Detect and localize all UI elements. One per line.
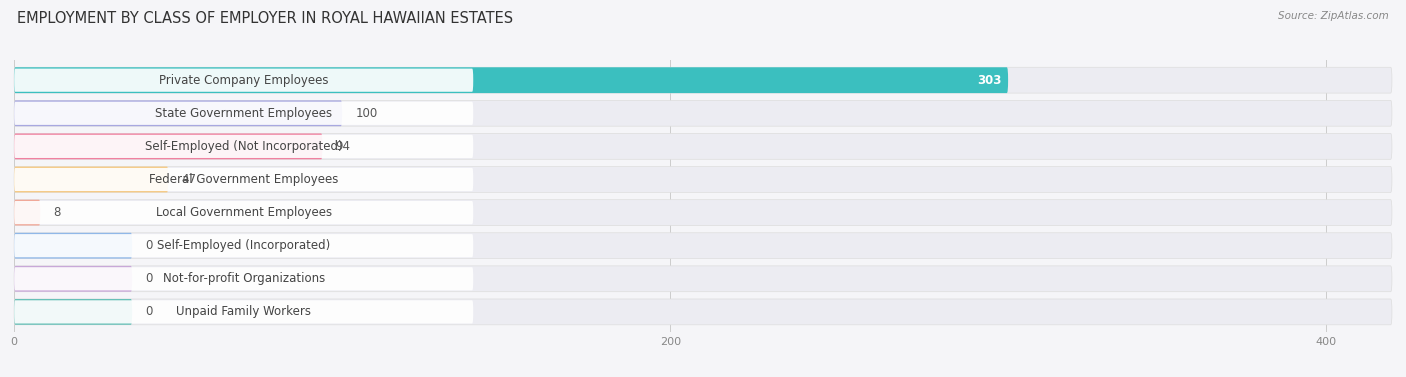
Text: EMPLOYMENT BY CLASS OF EMPLOYER IN ROYAL HAWAIIAN ESTATES: EMPLOYMENT BY CLASS OF EMPLOYER IN ROYAL… [17, 11, 513, 26]
FancyBboxPatch shape [14, 167, 169, 192]
FancyBboxPatch shape [14, 67, 1392, 93]
FancyBboxPatch shape [14, 102, 474, 125]
FancyBboxPatch shape [14, 267, 474, 290]
FancyBboxPatch shape [14, 133, 322, 159]
Text: Source: ZipAtlas.com: Source: ZipAtlas.com [1278, 11, 1389, 21]
FancyBboxPatch shape [14, 100, 342, 126]
Text: 100: 100 [356, 107, 377, 120]
Text: 0: 0 [145, 305, 153, 319]
FancyBboxPatch shape [14, 200, 41, 225]
FancyBboxPatch shape [14, 233, 132, 259]
Text: Unpaid Family Workers: Unpaid Family Workers [176, 305, 311, 319]
Text: Private Company Employees: Private Company Employees [159, 74, 329, 87]
FancyBboxPatch shape [14, 200, 1392, 225]
FancyBboxPatch shape [14, 133, 1392, 159]
FancyBboxPatch shape [14, 266, 132, 292]
Text: Local Government Employees: Local Government Employees [156, 206, 332, 219]
Text: Federal Government Employees: Federal Government Employees [149, 173, 339, 186]
FancyBboxPatch shape [14, 266, 1392, 292]
Text: Not-for-profit Organizations: Not-for-profit Organizations [163, 272, 325, 285]
FancyBboxPatch shape [14, 299, 132, 325]
FancyBboxPatch shape [14, 167, 1392, 192]
FancyBboxPatch shape [14, 300, 474, 323]
FancyBboxPatch shape [14, 100, 1392, 126]
FancyBboxPatch shape [14, 201, 474, 224]
Text: 47: 47 [181, 173, 197, 186]
Text: Self-Employed (Incorporated): Self-Employed (Incorporated) [157, 239, 330, 252]
FancyBboxPatch shape [14, 67, 1008, 93]
Text: 303: 303 [977, 74, 1001, 87]
FancyBboxPatch shape [14, 135, 474, 158]
Text: 8: 8 [53, 206, 60, 219]
FancyBboxPatch shape [14, 168, 474, 191]
Text: 0: 0 [145, 239, 153, 252]
FancyBboxPatch shape [14, 299, 1392, 325]
Text: Self-Employed (Not Incorporated): Self-Employed (Not Incorporated) [145, 140, 343, 153]
Text: 94: 94 [336, 140, 350, 153]
FancyBboxPatch shape [14, 69, 474, 92]
Text: 0: 0 [145, 272, 153, 285]
FancyBboxPatch shape [14, 234, 474, 257]
Text: State Government Employees: State Government Employees [155, 107, 332, 120]
FancyBboxPatch shape [14, 233, 1392, 259]
